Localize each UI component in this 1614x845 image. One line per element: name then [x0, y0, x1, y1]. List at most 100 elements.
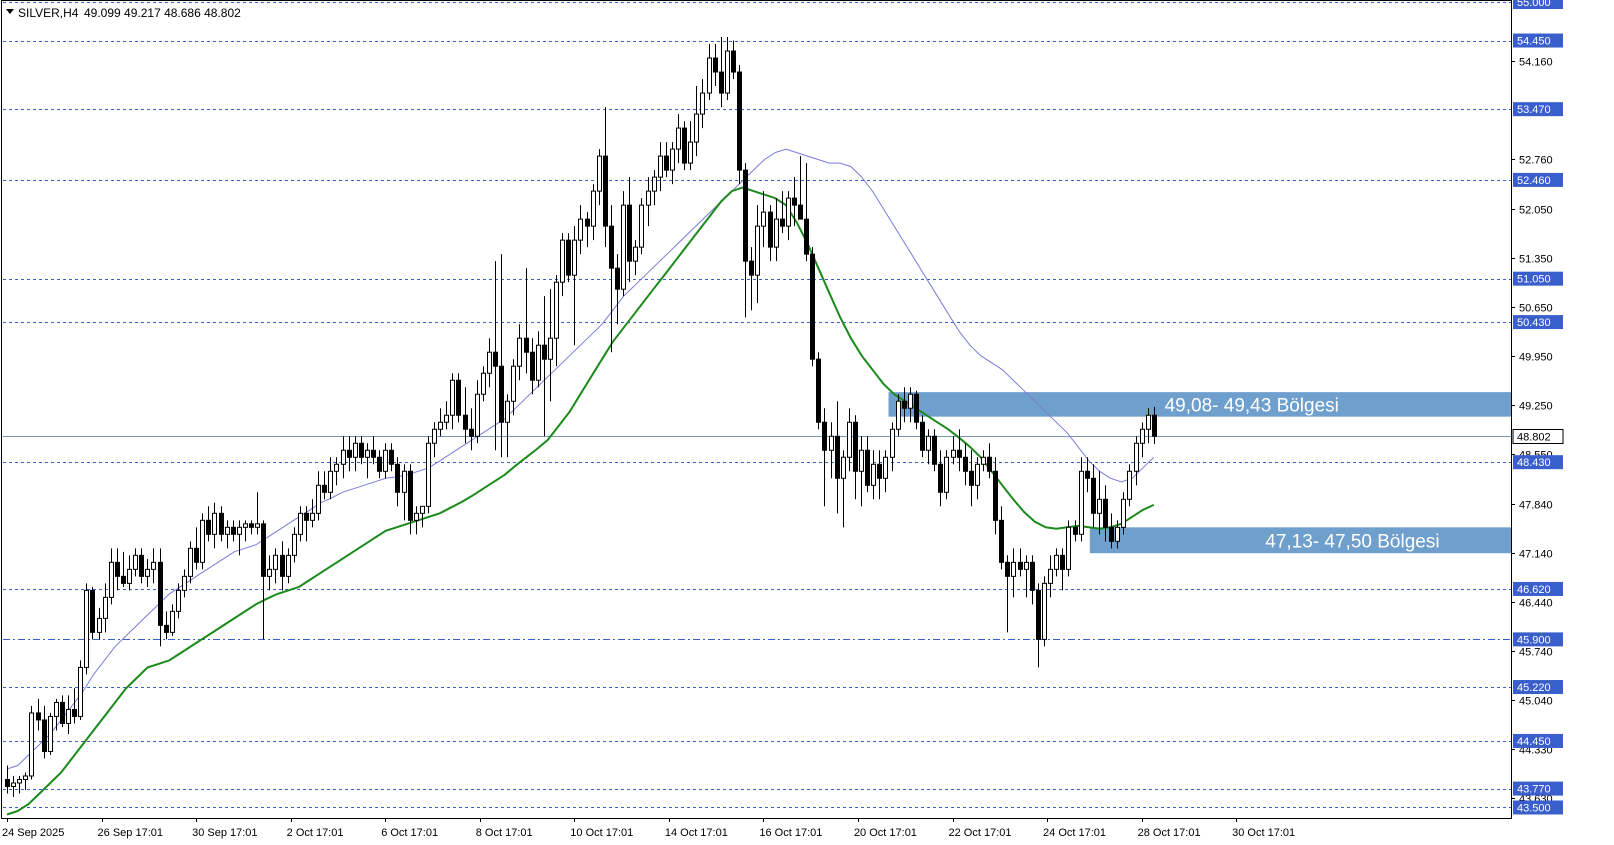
candle-body-down	[957, 449, 962, 458]
candle-body-up	[560, 239, 565, 283]
candle-body-down	[993, 470, 998, 521]
candle	[1121, 492, 1126, 535]
candle	[877, 450, 882, 500]
candle	[670, 142, 675, 185]
candle-body-up	[548, 337, 553, 360]
candle-body-up	[646, 190, 651, 206]
candle	[993, 457, 998, 535]
candle-body-down	[42, 719, 47, 752]
candle	[389, 443, 394, 472]
ohlc-label: 49.099 49.217 48.686 48.802	[84, 6, 241, 20]
price-tick-label: 52.050	[1519, 205, 1553, 217]
candle-body-down	[938, 463, 943, 493]
candle	[658, 142, 663, 192]
candle	[145, 558, 150, 587]
candle	[957, 429, 962, 472]
level-lines	[3, 2, 1511, 808]
candle-body-up	[578, 218, 583, 241]
candle	[890, 422, 895, 472]
level-badge	[1513, 102, 1563, 117]
candle-body-up	[591, 190, 596, 227]
candle-body-up	[652, 176, 657, 192]
price-tick-label: 45.740	[1519, 647, 1553, 659]
candle-body-up	[212, 512, 217, 535]
candle-body-down	[1103, 498, 1108, 528]
candle	[603, 107, 608, 248]
zone-label: 49,08- 49,43 Bölgesi	[1165, 395, 1339, 416]
candle	[902, 387, 907, 423]
candle	[609, 205, 614, 353]
candle	[231, 520, 236, 542]
candle	[737, 65, 742, 185]
zones	[888, 392, 1511, 554]
candle	[987, 443, 992, 479]
candle-body-up	[48, 715, 53, 752]
candle	[206, 506, 211, 542]
candle	[493, 261, 498, 451]
candle-body-up	[316, 484, 321, 514]
candle-body-up	[1121, 498, 1126, 528]
candle-body-down	[713, 57, 718, 73]
price-axis: 54.160 52.760 52.050 51.350 50.650 49.950 49.2…	[1511, 0, 1614, 840]
candle-body-up	[426, 442, 431, 507]
candle-body-up	[54, 701, 59, 717]
candle	[17, 775, 22, 794]
candle	[347, 436, 352, 472]
candle-body-up	[896, 400, 901, 430]
level-badge-label: 46.620	[1517, 584, 1551, 596]
level-badge	[1513, 733, 1563, 748]
candle	[194, 527, 199, 570]
dropdown-triangle-icon[interactable]	[6, 9, 14, 14]
moving-averages	[6, 148, 1155, 816]
candle	[1134, 436, 1139, 486]
candle-body-up	[444, 414, 449, 423]
candle-body-down	[615, 267, 620, 290]
candle	[981, 450, 986, 472]
candle	[158, 548, 163, 647]
candle-body-down	[749, 260, 754, 276]
level-badge	[1513, 800, 1563, 815]
candle	[182, 569, 187, 598]
candle-body-down	[1018, 561, 1023, 570]
level-badge-label: 51.050	[1517, 274, 1551, 286]
candle-body-up	[1127, 470, 1132, 500]
candle	[1073, 520, 1078, 542]
price-tick-label: 51.350	[1519, 254, 1553, 266]
candle-body-down	[36, 712, 41, 721]
candle	[341, 436, 346, 479]
level-badge	[1513, 172, 1563, 187]
price-tick-label: 47.840	[1519, 500, 1553, 512]
candle	[731, 40, 736, 80]
candles	[5, 37, 1157, 797]
candle	[944, 450, 949, 500]
candle	[499, 254, 504, 458]
candle-body-down	[456, 379, 461, 416]
candle	[798, 156, 803, 220]
candle	[536, 331, 541, 388]
candle	[328, 457, 333, 500]
candle-body-down	[72, 708, 77, 717]
candle-body-up	[292, 533, 297, 556]
ma-slow-line	[6, 186, 1155, 816]
time-tick-label: 24 Oct 17:01	[1043, 827, 1106, 839]
candle-body-down	[963, 456, 968, 472]
candle	[524, 268, 529, 374]
candle-body-down	[261, 523, 266, 577]
candle-body-down	[1005, 561, 1010, 577]
candle-body-down	[60, 701, 65, 724]
candle-body-down	[530, 351, 535, 381]
candle-body-up	[170, 610, 175, 633]
candle-body-up	[133, 554, 138, 570]
candle-body-up	[432, 428, 437, 444]
candle	[280, 541, 285, 591]
candle	[1109, 513, 1114, 549]
candle	[755, 205, 760, 304]
time-tick-label: 20 Oct 17:01	[854, 827, 917, 839]
candle-body-up	[481, 372, 486, 395]
candle-body-down	[158, 561, 163, 626]
level-badge-label: 43.500	[1517, 802, 1551, 814]
candle	[1091, 464, 1096, 528]
candle-body-up	[286, 554, 291, 577]
